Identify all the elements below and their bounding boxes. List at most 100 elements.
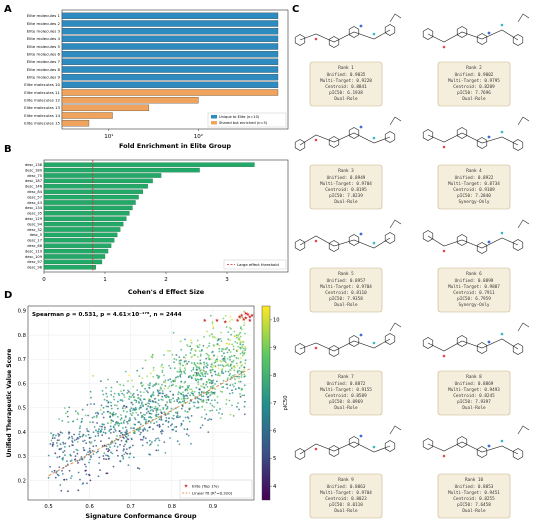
scatter-point [92,445,95,448]
scatter-point [225,326,228,328]
scatter-point [135,401,138,404]
scatter-point [216,343,219,346]
rank-card-line: Centroid: 0.8110 [325,290,367,296]
scatter-point [187,392,190,395]
scatter-point [99,469,101,471]
scatter-point [102,423,105,426]
scatter-point [77,413,80,415]
panel-d-legend: ★ Elite (Top 1%) Linear fit (R²=0.320) [179,479,253,499]
scatter-point [117,416,119,418]
scatter-point [208,345,210,347]
scatter-point [105,392,108,395]
rank-card-line: Multi-Target: 0.9704 [320,490,372,496]
scatter-point [199,355,202,357]
scatter-point [146,407,148,410]
scatter-point [190,392,193,394]
scatter-point [171,417,174,420]
scatter-point [206,386,209,388]
rank-card-line: Multi-Target: 0.9704 [320,181,372,187]
scatter-point [117,392,120,395]
scatter-point [65,478,68,481]
scatter-point [120,439,123,442]
scatter-point [129,408,132,411]
scatter-point [70,477,72,479]
scatter-point [157,375,159,377]
elite-star: ★ [235,318,240,324]
scatter-point [148,444,151,446]
panel-b-category-label: desc_32 [27,228,42,232]
scatter-point [203,387,206,389]
scatter-point [229,315,232,318]
scatter-point [241,316,244,319]
scatter-point [175,411,177,414]
scatter-point [226,347,229,349]
scatter-point [103,458,105,460]
scatter-point [113,398,116,401]
scatter-point [128,374,130,377]
scatter-point [170,381,173,383]
elite-star: ★ [237,314,242,320]
scatter-point [132,412,134,414]
rank-card-line: Unified: 0.9002 [455,72,494,78]
scatter-point [211,409,214,412]
scatter-point [78,459,81,461]
scatter-point [143,391,145,394]
scatter-point [112,411,115,414]
panel-b-bar [43,184,148,189]
scatter-point [62,443,65,445]
scatter-point [134,423,137,426]
scatter-point [188,402,191,405]
scatter-point [53,437,56,439]
scatter-point [221,386,224,389]
scatter-point [184,416,187,419]
scatter-point [126,452,128,455]
scatter-point [193,390,196,393]
scatter-point [50,432,52,435]
rank-card-line: Unified: 0.8957 [327,278,366,284]
scatter-point [192,401,195,404]
scatter-point [129,412,132,415]
scatter-point [123,396,126,398]
scatter-point [211,333,213,336]
scatter-point [89,390,92,393]
scatter-point [106,395,109,398]
scatter-point [239,361,242,364]
scatter-point [138,375,141,377]
molecule-structure [422,219,530,254]
scatter-point [211,321,214,324]
panel-b-bar [43,216,127,221]
scatter-point [93,403,96,405]
scatter-point [217,364,220,367]
elite-star: ★ [223,319,228,325]
scatter-point [71,440,73,442]
scatter-point [165,419,168,422]
scatter-point [238,375,241,378]
panel-a-bar [61,66,279,73]
scatter-point [184,369,187,371]
scatter-point [226,351,229,354]
scatter-point [188,384,191,387]
scatter-point [77,462,79,464]
scatter-point [83,449,85,451]
scatter-point [196,339,199,342]
scatter-point [132,403,134,406]
scatter-point [155,407,157,410]
scatter-point [102,393,105,396]
scatter-point [214,370,217,373]
scatter-point [197,356,199,358]
scatter-point [85,434,87,437]
scatter-point [96,411,99,414]
panel-b-category-label: desc_97 [27,260,42,264]
scatter-point [193,353,195,356]
scatter-point [140,394,142,397]
scatter-point [139,391,142,393]
scatter-point [240,387,243,390]
scatter-point [222,317,225,320]
scatter-point [96,415,98,417]
panel-a-bar [61,50,279,58]
scatter-point [79,478,81,481]
rank-card-line: Synergy-Only [458,302,489,308]
scatter-point [221,364,224,367]
scatter-point [174,407,177,410]
scatter-point [98,428,100,431]
